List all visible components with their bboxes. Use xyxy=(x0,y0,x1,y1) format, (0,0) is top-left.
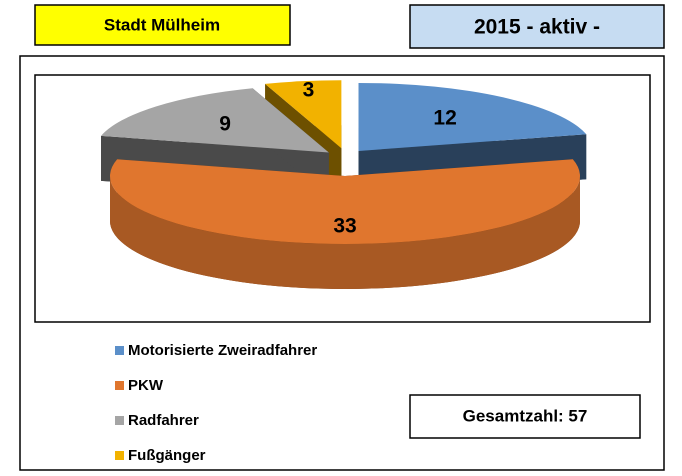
legend-label: Fußgänger xyxy=(128,447,206,464)
city-box xyxy=(34,4,291,46)
slice-top xyxy=(358,82,587,151)
legend-swatch xyxy=(115,416,124,425)
data-label: 33 xyxy=(333,214,356,237)
legend-label: Motorisierte Zweiradfahrer xyxy=(128,342,317,359)
legend-swatch xyxy=(115,451,124,460)
legend: Motorisierte Zweiradfahrer PKW Radfahrer Fu… xyxy=(115,342,317,464)
legend-label: PKW xyxy=(128,377,164,394)
total-label: Gesamtzahl: 57 xyxy=(463,406,588,425)
legend-label: Radfahrer xyxy=(128,412,199,429)
data-label: 9 xyxy=(219,112,231,135)
pie: 12 33 9 3 xyxy=(101,79,587,289)
legend-swatch xyxy=(115,346,124,355)
slice-top xyxy=(265,80,342,149)
total-box xyxy=(409,394,641,439)
period-label: 2015 - aktiv - xyxy=(474,16,600,39)
data-label: 3 xyxy=(303,79,315,102)
period-box xyxy=(409,4,665,49)
slice-top xyxy=(101,88,329,153)
slice-top xyxy=(109,159,581,244)
slice-wall xyxy=(110,176,580,289)
legend-swatch xyxy=(115,381,124,390)
data-label: 12 xyxy=(433,106,456,129)
city-label: Stadt Mülheim xyxy=(104,15,220,34)
